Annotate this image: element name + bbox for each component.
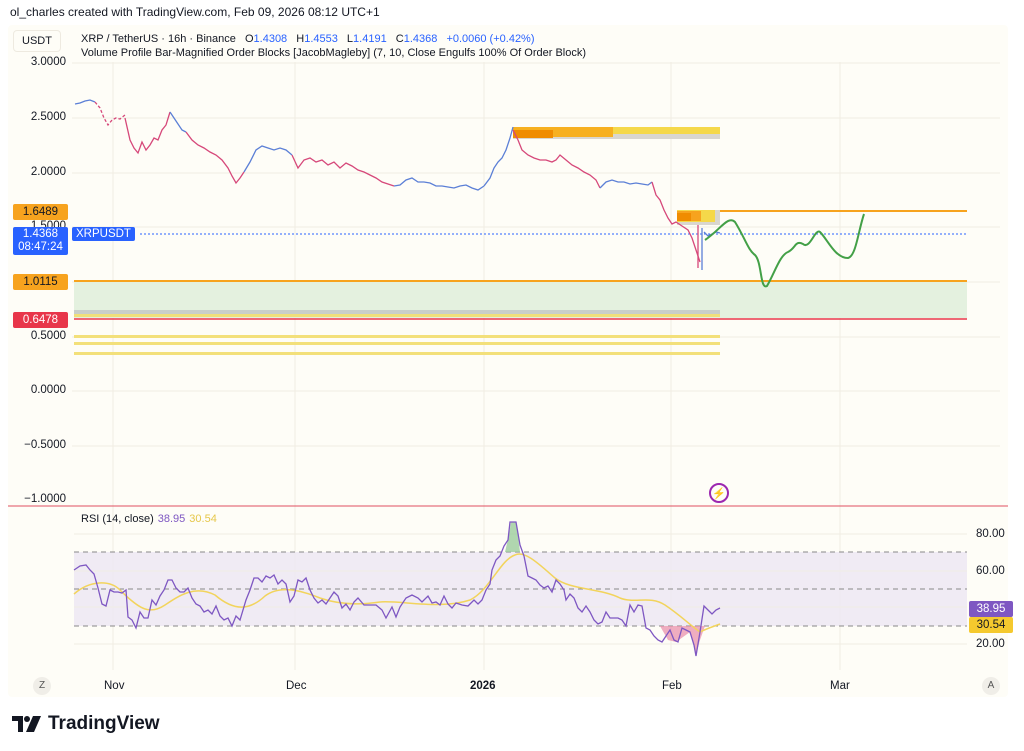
time-label: Nov: [104, 680, 125, 692]
chart-credit: ol_charles created with TradingView.com,…: [10, 5, 380, 19]
close-value: 1.4368: [403, 33, 438, 45]
low-value: 1.4191: [353, 33, 387, 45]
rsi-ma-line: [73, 553, 721, 633]
rsi-value-badge: 38.95: [969, 601, 1013, 617]
rsi-tick: 80.00: [976, 528, 1005, 540]
price-tick: 0.5000: [30, 330, 66, 342]
rsi-line: [73, 521, 721, 657]
order-block-lower: [677, 210, 720, 225]
symbol-line: XRP / TetherUS · 16h · Binance: [81, 33, 236, 45]
indicator-legend[interactable]: Volume Profile Bar-Magnified Order Block…: [81, 47, 587, 59]
price-tick: 2.5000: [30, 111, 66, 123]
price-tick: 3.0000: [30, 56, 66, 68]
time-label: Mar: [830, 680, 850, 692]
high-value: 1.4553: [304, 33, 338, 45]
tradingview-logo: TradingView: [12, 713, 160, 735]
open-value: 1.4308: [253, 33, 288, 45]
low-support-badge: 0.6478: [13, 312, 68, 328]
rsi-legend[interactable]: RSI (14, close) 38.95 30.54: [81, 513, 217, 525]
time-label: Dec: [286, 680, 307, 692]
order-block-upper: [513, 127, 720, 139]
price-tick: −1.0000: [24, 493, 66, 505]
rsi-tick: 60.00: [976, 565, 1005, 577]
auto-scale-button[interactable]: A: [982, 677, 1000, 695]
change-value: +0.0060 (+0.42%): [446, 33, 535, 45]
resistance-badge: 1.6489: [13, 204, 68, 220]
tradingview-logo-icon: [12, 716, 41, 732]
projection-path: [704, 213, 865, 288]
current-price-badge: 1.4368 08:47:24: [13, 227, 68, 255]
currency-label[interactable]: USDT: [13, 30, 61, 52]
price-tick: 0.0000: [30, 384, 66, 396]
time-label: 2026: [470, 680, 496, 692]
zoom-toggle-button[interactable]: Z: [33, 677, 51, 695]
price-chart[interactable]: [0, 0, 1024, 700]
rsi-ma-value: 30.54: [189, 513, 217, 525]
price-tick: 2.0000: [30, 166, 66, 178]
time-label: Feb: [662, 680, 682, 692]
lightning-icon[interactable]: ⚡: [709, 483, 729, 503]
symbol-tag: XRPUSDT: [72, 227, 135, 241]
support-badge: 1.0115: [13, 274, 68, 290]
price-tick: −0.5000: [24, 439, 66, 451]
rsi-ma-badge: 30.54: [969, 617, 1013, 633]
rsi-tick: 20.00: [976, 638, 1005, 650]
symbol-legend: XRP / TetherUS · 16h · Binance O1.4308 H…: [81, 33, 535, 45]
bar-countdown: 08:47:24: [18, 241, 63, 253]
rsi-value: 38.95: [157, 513, 186, 525]
price-bars: [74, 99, 721, 270]
